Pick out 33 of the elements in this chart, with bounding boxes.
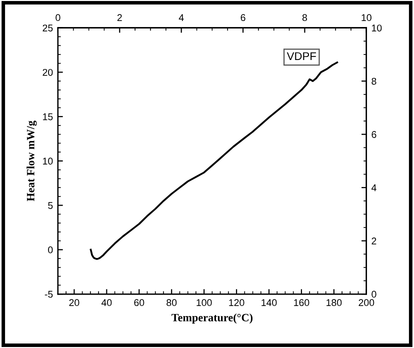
y-tick-label: 0 <box>48 246 53 254</box>
x-tick-label: 40 <box>101 299 112 306</box>
y-axis-title: Heat Flow mW/g <box>26 120 37 202</box>
x-tick-label: 120 <box>229 299 244 306</box>
y2-tick-label: 10 <box>372 24 382 32</box>
x2-tick-label: 10 <box>362 14 372 22</box>
y-tick-label: 10 <box>43 158 53 165</box>
y2-tick-label: 8 <box>372 78 376 85</box>
x-tick-label: 200 <box>358 299 374 306</box>
x-tick-label: 100 <box>196 299 212 306</box>
x-tick-label: 140 <box>262 299 277 306</box>
y2-tick-label: 6 <box>372 131 376 138</box>
x-tick-label: 160 <box>294 299 310 306</box>
y-tick-label: 20 <box>42 68 53 76</box>
y-tick-label: -5 <box>44 290 53 298</box>
y-tick-label: 25 <box>42 24 53 32</box>
y-tick-label: 5 <box>48 202 53 209</box>
annotation: VDPF <box>286 52 316 60</box>
line-series <box>90 62 338 260</box>
x2-tick-label: 8 <box>302 14 307 22</box>
y2-tick-label: 0 <box>372 290 376 298</box>
y2-tick-label: 2 <box>372 238 376 244</box>
x2-tick-label: 2 <box>117 14 122 21</box>
x-tick-label: 180 <box>326 299 342 306</box>
x2-tick-label: 4 <box>178 14 184 21</box>
x2-tick-label: 6 <box>240 14 246 22</box>
y-tick-label: 15 <box>43 113 53 120</box>
x2-tick-label: 0 <box>56 14 60 22</box>
y2-tick-label: 4 <box>371 184 376 192</box>
x-tick-label: 20 <box>69 299 80 306</box>
x-tick-label: 60 <box>134 299 144 306</box>
x-axis-title: Temperature(°C) <box>172 314 252 324</box>
x-tick-label: 80 <box>166 299 177 306</box>
